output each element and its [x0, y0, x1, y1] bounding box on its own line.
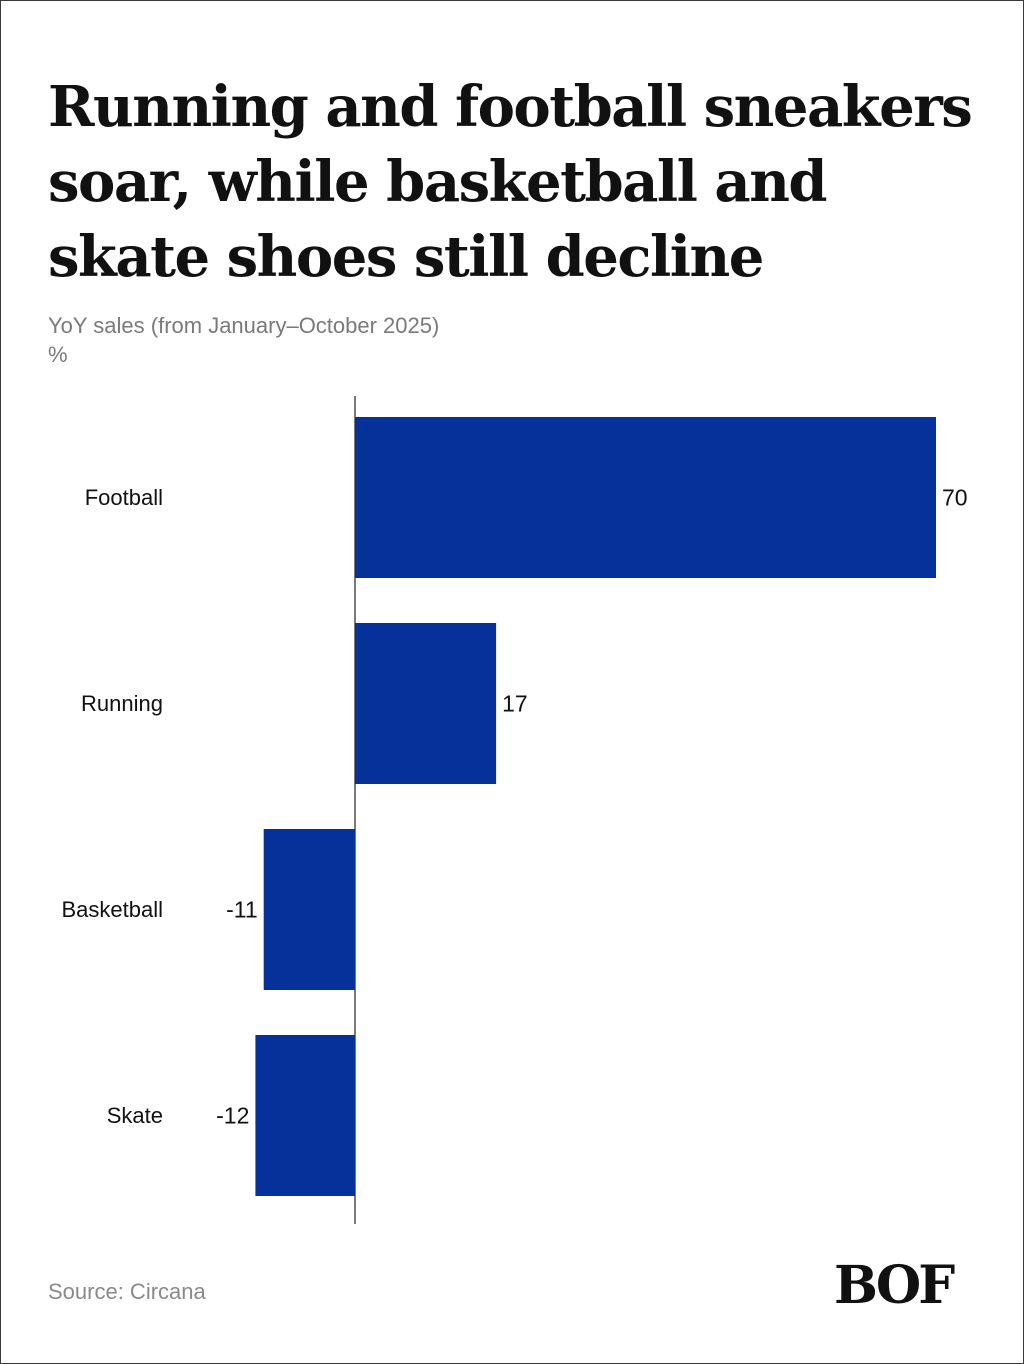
bar-basketball	[263, 829, 355, 990]
value-label-running: 17	[502, 691, 528, 717]
category-label-basketball: Basketball	[61, 897, 163, 922]
chart-title: Running and football sneakers soar, whil…	[48, 74, 973, 290]
source-note: Source: Circana	[48, 1279, 206, 1304]
bar-football	[355, 417, 936, 578]
category-label-football: Football	[85, 485, 163, 510]
chart-subtitle: YoY sales (from January–October 2025)	[48, 313, 440, 338]
value-label-skate: -12	[216, 1103, 249, 1129]
value-label-football: 70	[942, 485, 968, 511]
category-label-skate: Skate	[107, 1103, 163, 1128]
category-label-running: Running	[81, 691, 163, 716]
bar-chart: Football 70 Running 17 Basketball -11 Skate -12	[61, 396, 968, 1224]
chart-unit-label: %	[48, 342, 68, 367]
bar-skate	[255, 1035, 355, 1196]
value-label-basketball: -11	[226, 897, 258, 923]
bof-logo: BOF	[834, 1255, 955, 1316]
bar-running	[355, 623, 497, 784]
